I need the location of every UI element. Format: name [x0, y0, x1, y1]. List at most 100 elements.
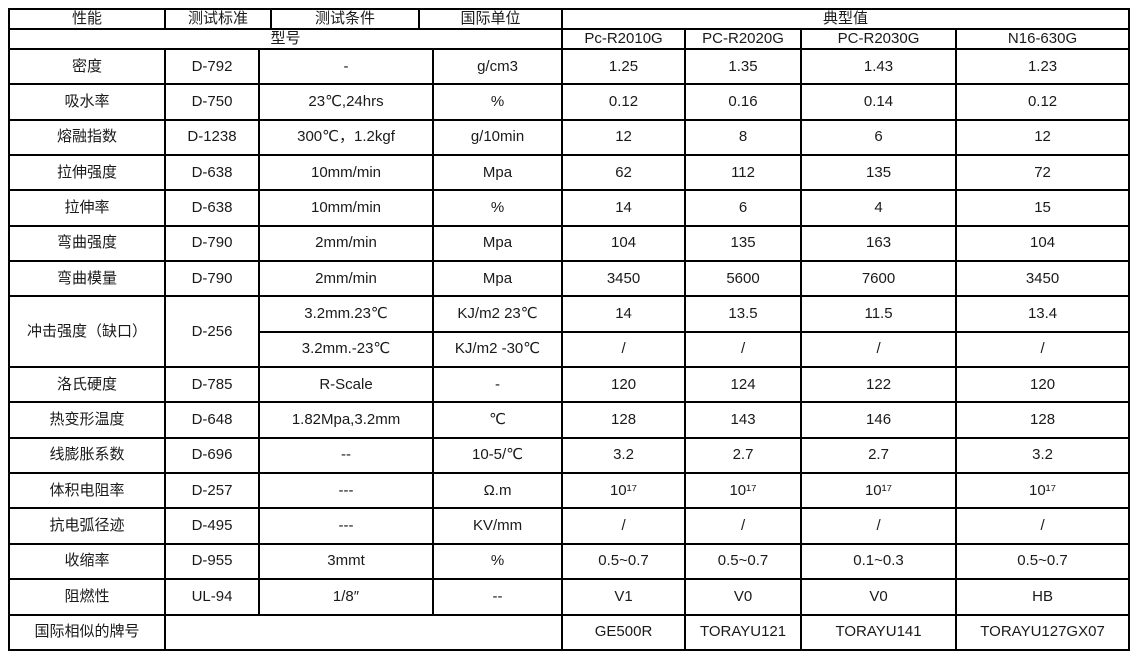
- table-row: 阻燃性 UL-94 1/8″ -- V1 V0 V0 HB: [8, 578, 1131, 616]
- header-unit: 国际单位: [418, 8, 564, 30]
- value-cell: GE500R: [561, 613, 687, 651]
- value-cell: 0.5~0.7: [561, 542, 687, 581]
- value-cell: 14: [561, 189, 687, 227]
- value-cell: /: [684, 330, 803, 369]
- value-cell: 13.4: [955, 295, 1131, 333]
- unit-cell: %: [432, 189, 564, 227]
- unit-cell: Mpa: [432, 260, 564, 298]
- value-cell: 6: [800, 118, 958, 157]
- header-test-standard: 测试标准: [163, 8, 273, 30]
- value-cell: 128: [955, 401, 1131, 439]
- standard-cell: D-257: [164, 472, 260, 510]
- value-cell: /: [955, 507, 1131, 545]
- property-table-body: 密度 D-792- g/cm3 1.25 1.35 1.43 1.23 吸水率 D-750 23℃…: [8, 47, 1131, 651]
- condition-cell: -: [257, 47, 435, 86]
- property-cell: 热变形温度: [8, 401, 166, 439]
- value-cell: 10¹⁷: [561, 472, 687, 510]
- condition-cell: 2mm/min: [257, 260, 435, 298]
- value-cell: 104: [955, 224, 1131, 263]
- property-cell: 阻燃性: [8, 578, 166, 616]
- value-cell: 124: [684, 366, 803, 404]
- property-cell: 线膨胀系数: [8, 436, 166, 475]
- model-name-cell: Pc-R2010G: [561, 28, 687, 50]
- model-name-cell: PC-R2030G: [800, 28, 958, 50]
- table-row: 抗电弧径迹 D-495 --- KV/mm / / / /: [8, 507, 1131, 545]
- value-cell: 10¹⁷: [955, 472, 1131, 510]
- property-cell: 弯曲模量: [8, 260, 166, 298]
- condition-cell: 23℃,24hrs: [257, 83, 435, 121]
- value-cell: 7600: [800, 260, 958, 298]
- value-cell: 120: [561, 366, 687, 404]
- property-cell: 拉伸率: [8, 189, 166, 227]
- condition-cell: 2mm/min: [257, 224, 435, 263]
- standard-cell: D-648: [164, 401, 260, 439]
- value-cell: 1.35: [684, 47, 803, 86]
- standard-cell: D-638: [164, 189, 260, 227]
- value-cell: 1.25: [561, 47, 687, 86]
- property-cell: 冲击强度（缺口）: [8, 295, 166, 369]
- value-cell: 143: [684, 401, 803, 439]
- unit-cell: KV/mm: [432, 507, 564, 545]
- standard-cell: D-790: [164, 224, 260, 263]
- value-cell: 0.16: [684, 83, 803, 121]
- property-cell: 吸水率: [8, 83, 166, 121]
- condition-cell: 10mm/min: [257, 154, 435, 192]
- table-row: 体积电阻率 D-257 --- Ω.m 10¹⁷ 10¹⁷ 10¹⁷ 10¹⁷: [8, 472, 1131, 510]
- value-cell: 0.12: [955, 83, 1131, 121]
- value-cell: 3450: [955, 260, 1131, 298]
- value-cell: TORAYU141: [800, 613, 958, 651]
- value-cell: 104: [561, 224, 687, 263]
- value-cell: 6: [684, 189, 803, 227]
- value-cell: /: [561, 330, 687, 369]
- standard-cell: UL-94: [164, 578, 260, 616]
- value-cell: 2.7: [684, 436, 803, 475]
- value-cell: 112: [684, 154, 803, 192]
- value-cell: 0.5~0.7: [684, 542, 803, 581]
- blank-merged-cell: [163, 613, 564, 651]
- value-cell: 163: [800, 224, 958, 263]
- value-cell: 62: [561, 154, 687, 192]
- value-cell: 12: [561, 118, 687, 157]
- table-row: 国际相似的牌号 GE500R TORAYU121 TORAYU141 TORAYU127…: [8, 613, 1131, 651]
- property-cell: 国际相似的牌号: [8, 613, 166, 651]
- model-row: 型号 Pc-R2010G PC-R2020G PC-R2030G N16-630…: [7, 28, 1131, 50]
- value-cell: 2.7: [800, 436, 958, 475]
- standard-cell: D-792: [164, 47, 260, 86]
- value-cell: 146: [800, 401, 958, 439]
- standard-cell: D-785: [164, 366, 260, 404]
- property-cell: 熔融指数: [8, 118, 166, 157]
- condition-cell: ---: [257, 472, 435, 510]
- value-cell: TORAYU127GX07: [955, 613, 1131, 651]
- value-cell: 1.23: [955, 47, 1131, 86]
- value-cell: 0.14: [800, 83, 958, 121]
- table-row: 拉伸强度 D-638 10mm/min Mpa 62 112 135 72: [8, 154, 1131, 192]
- unit-cell: Ω.m: [432, 472, 564, 510]
- unit-cell: g/cm3: [432, 47, 564, 86]
- unit-cell: KJ/m2 23℃: [432, 295, 564, 333]
- condition-cell: 10mm/min: [257, 189, 435, 227]
- table-row: 热变形温度 D-648 1.82Mpa,3.2mm ℃ 128 143 146 128: [8, 401, 1131, 439]
- value-cell: /: [684, 507, 803, 545]
- header-test-condition: 测试条件: [270, 8, 421, 30]
- value-cell: /: [800, 507, 958, 545]
- property-cell: 体积电阻率: [8, 472, 166, 510]
- condition-cell: 3.2mm.23℃: [257, 295, 435, 333]
- condition-cell: ---: [257, 507, 435, 545]
- unit-cell: KJ/m2 -30℃: [432, 330, 564, 369]
- table-row: 密度 D-792- g/cm3 1.25 1.35 1.43 1.23: [8, 47, 1131, 86]
- value-cell: 12: [955, 118, 1131, 157]
- value-cell: 10¹⁷: [800, 472, 958, 510]
- unit-cell: ℃: [432, 401, 564, 439]
- condition-cell: 300℃，1.2kgf: [257, 118, 435, 157]
- unit-cell: g/10min: [432, 118, 564, 157]
- value-cell: V1: [561, 578, 687, 616]
- value-cell: 0.5~0.7: [955, 542, 1131, 581]
- value-cell: V0: [684, 578, 803, 616]
- property-cell: 弯曲强度: [8, 224, 166, 263]
- condition-cell: 1/8″: [257, 578, 435, 616]
- value-cell: 15: [955, 189, 1131, 227]
- model-name-cell: N16-630G: [955, 28, 1131, 50]
- unit-cell: Mpa: [432, 154, 564, 192]
- condition-cell: --: [257, 436, 435, 475]
